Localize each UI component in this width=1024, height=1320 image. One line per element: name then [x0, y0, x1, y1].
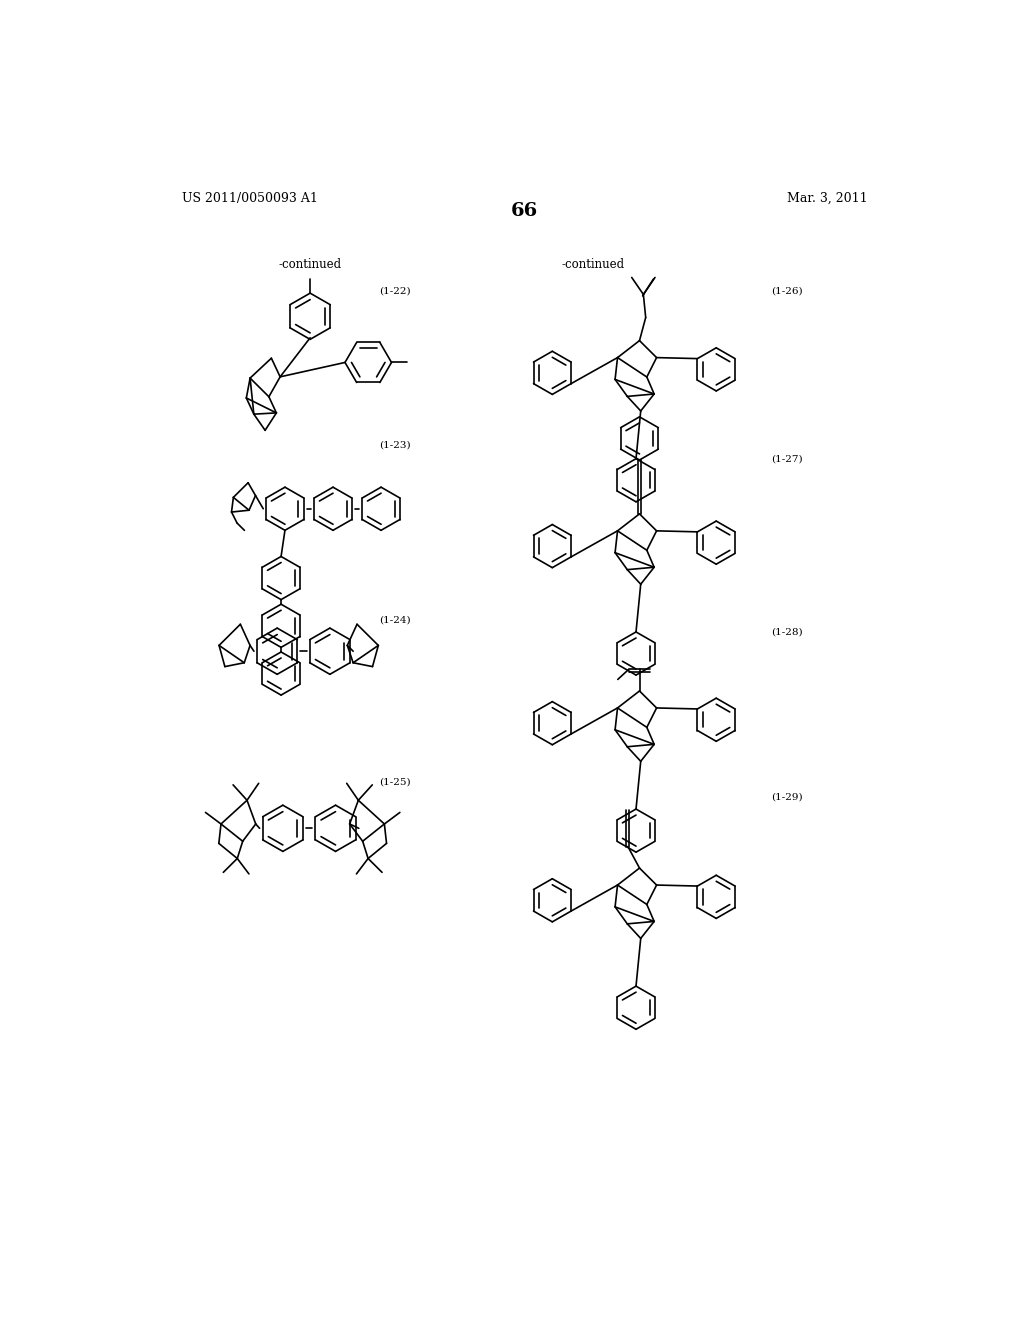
Text: -continued: -continued: [561, 259, 625, 271]
Text: US 2011/0050093 A1: US 2011/0050093 A1: [182, 191, 318, 205]
Text: (1-28): (1-28): [771, 627, 803, 636]
Text: -continued: -continued: [279, 259, 342, 271]
Text: (1-23): (1-23): [380, 441, 412, 449]
Text: (1-22): (1-22): [380, 286, 412, 296]
Text: (1-24): (1-24): [380, 616, 412, 624]
Text: (1-26): (1-26): [771, 286, 803, 296]
Text: (1-29): (1-29): [771, 793, 803, 803]
Text: (1-27): (1-27): [771, 454, 803, 463]
Text: Mar. 3, 2011: Mar. 3, 2011: [786, 191, 867, 205]
Text: (1-25): (1-25): [380, 777, 412, 787]
Text: 66: 66: [511, 202, 539, 219]
